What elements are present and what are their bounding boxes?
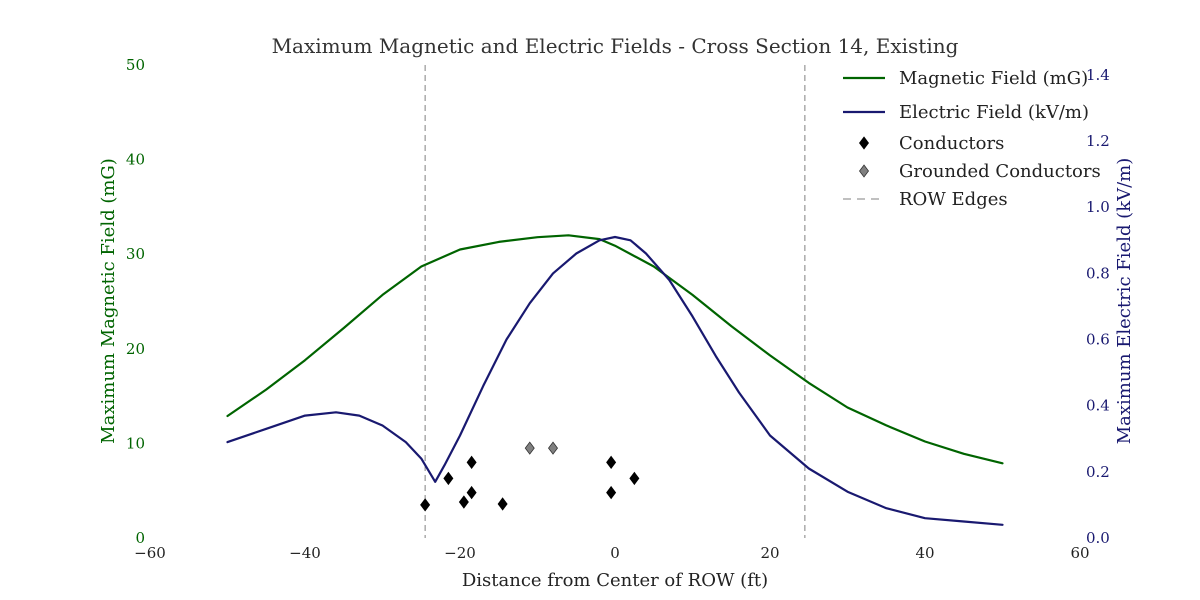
left-tick-label: 0: [135, 529, 145, 547]
right-tick-label: 1.0: [1086, 198, 1110, 216]
x-tick-label: 40: [915, 544, 934, 562]
conductor-marker-8: [606, 485, 617, 500]
legend-label-1: Magnetic Field (mG): [899, 68, 1088, 89]
magnetic-field-line: [226, 234, 1004, 465]
x-tick-label: −20: [444, 544, 476, 562]
legend-label-4: Grounded Conductors: [899, 161, 1101, 182]
electric-field-line: [226, 235, 1004, 526]
conductor-marker-2: [443, 471, 454, 486]
x-tick-label: 0: [610, 544, 620, 562]
left-tick-label: 30: [126, 245, 145, 263]
grounded-conductor-marker-2: [548, 441, 558, 455]
legend-label-2: Electric Field (kV/m): [899, 102, 1089, 123]
left-axis-label: Maximum Magnetic Field (mG): [98, 158, 119, 444]
left-tick-label: 40: [126, 151, 145, 169]
right-axis-ticks: 0.0 0.2 0.4 0.6 0.8 1.0 1.2 1.4: [1086, 66, 1110, 547]
x-tick-label: −40: [289, 544, 321, 562]
x-axis-label: Distance from Center of ROW (ft): [462, 570, 768, 591]
x-tick-label: 60: [1070, 544, 1089, 562]
conductor-marker-1: [420, 498, 431, 512]
legend: Magnetic Field (mG) Electric Field (kV/m)…: [843, 68, 1101, 210]
conductor-marker-3: [458, 495, 469, 509]
conductor-marker-5: [466, 485, 477, 500]
left-axis-ticks: 0 10 20 30 40 50: [126, 56, 145, 547]
conductor-markers: [420, 441, 640, 512]
x-tick-label: −60: [134, 544, 166, 562]
left-tick-label: 10: [126, 434, 145, 452]
conductor-marker-4: [466, 455, 477, 469]
chart-title: Maximum Magnetic and Electric Fields - C…: [272, 34, 959, 58]
x-tick-label: 20: [760, 544, 779, 562]
legend-label-5: ROW Edges: [899, 189, 1008, 210]
right-tick-label: 0.4: [1086, 397, 1110, 415]
left-tick-label: 20: [126, 340, 145, 358]
legend-swatch-4: [859, 164, 869, 178]
row-edges: [424, 65, 806, 538]
conductor-marker-7: [606, 455, 617, 469]
right-tick-label: 0.8: [1086, 264, 1110, 282]
conductor-marker-6: [497, 497, 508, 511]
left-tick-label: 50: [126, 56, 145, 74]
right-tick-label: 0.6: [1086, 331, 1110, 349]
series-lines: [226, 234, 1004, 526]
right-axis-label: Maximum Electric Field (kV/m): [1114, 158, 1135, 445]
grounded-conductor-marker-1: [524, 441, 535, 455]
right-tick-label: 1.2: [1086, 132, 1110, 150]
x-axis-ticks: −60 −40 −20 0 20 40 60: [134, 544, 1089, 562]
conductor-marker-9: [629, 471, 640, 486]
right-tick-label: 0.2: [1086, 463, 1110, 481]
right-tick-label: 1.4: [1086, 66, 1110, 84]
right-tick-label: 0.0: [1086, 529, 1110, 547]
legend-swatch-3: [859, 136, 869, 150]
legend-label-3: Conductors: [899, 133, 1004, 154]
